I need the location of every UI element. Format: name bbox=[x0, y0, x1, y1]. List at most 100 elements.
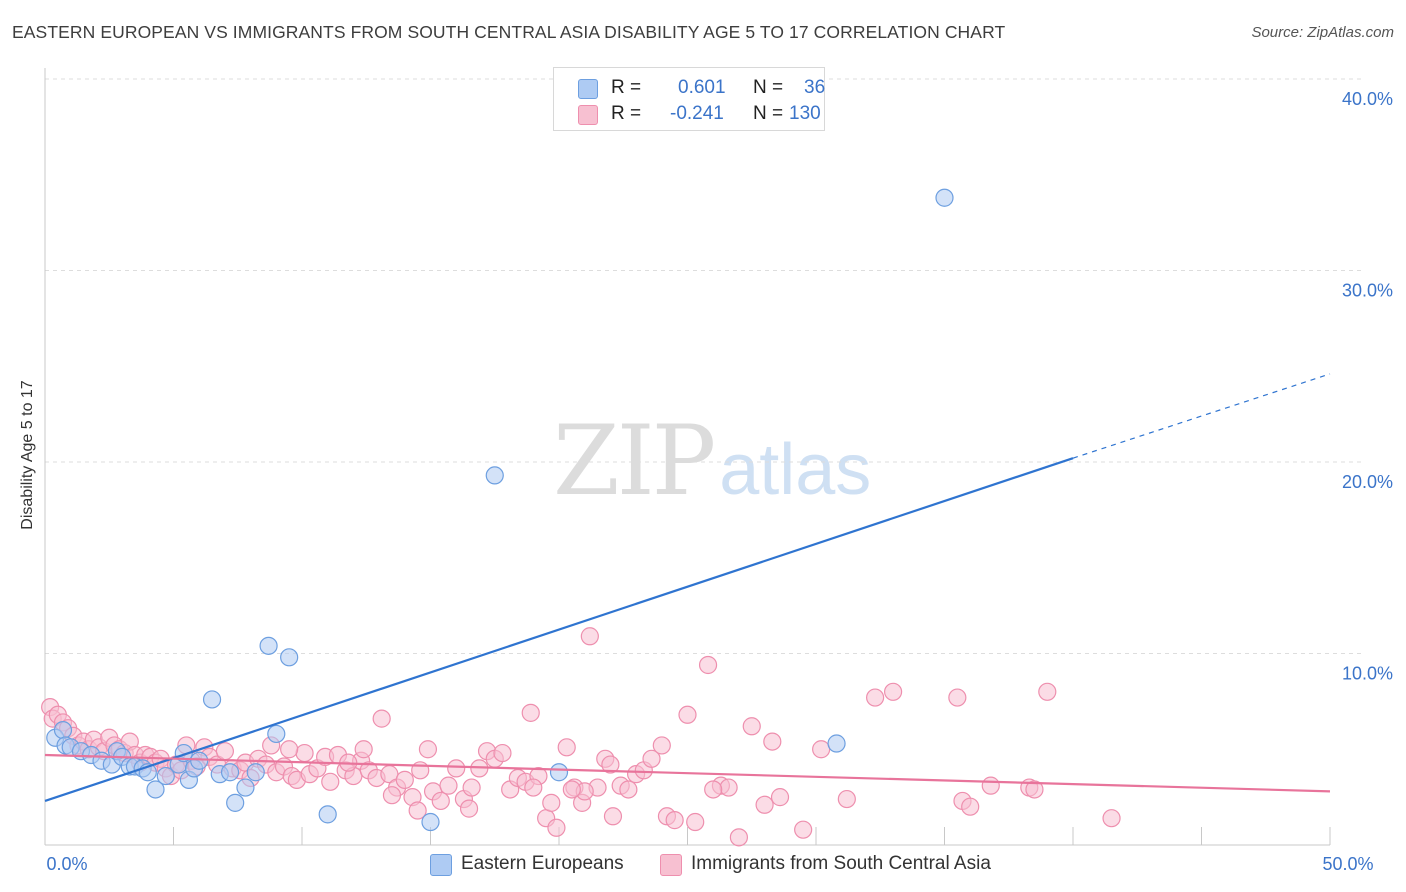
point-south-central-asia bbox=[812, 740, 831, 759]
point-south-central-asia bbox=[418, 740, 438, 759]
point-eastern-european bbox=[827, 734, 846, 753]
legend-r-value: 0.601 bbox=[678, 77, 726, 98]
point-eastern-european bbox=[280, 648, 299, 667]
point-south-central-asia bbox=[580, 627, 599, 646]
point-south-central-asia bbox=[1038, 682, 1057, 701]
point-eastern-european bbox=[174, 743, 193, 763]
point-south-central-asia bbox=[665, 811, 684, 830]
legend-n-value: 130 bbox=[789, 103, 821, 124]
blue-points bbox=[46, 188, 954, 832]
trend-lines bbox=[44, 373, 1331, 802]
point-south-central-asia bbox=[521, 703, 540, 722]
y-tick-label: 30.0% bbox=[1342, 281, 1393, 301]
legend-r-label: R = bbox=[611, 103, 642, 124]
point-south-central-asia bbox=[837, 789, 856, 809]
correlation-legend: R = 0.601 N = 36 R = -0.241 N = 130 bbox=[553, 67, 825, 131]
point-eastern-european bbox=[549, 763, 569, 782]
point-south-central-asia bbox=[981, 776, 1000, 795]
point-south-central-asia bbox=[770, 788, 790, 807]
chart-title: EASTERN EUROPEAN VS IMMIGRANTS FROM SOUT… bbox=[12, 22, 1006, 42]
point-eastern-european bbox=[421, 812, 440, 832]
y-tick-label: 20.0% bbox=[1342, 472, 1393, 492]
axes bbox=[44, 68, 1331, 846]
bottom-legend-label: Eastern Europeans bbox=[461, 853, 624, 874]
point-south-central-asia bbox=[698, 655, 718, 675]
legend-r-label: R = bbox=[611, 77, 642, 98]
point-south-central-asia bbox=[755, 795, 774, 814]
point-south-central-asia bbox=[280, 740, 299, 759]
point-south-central-asia bbox=[742, 717, 761, 736]
x-tick-label: 50.0% bbox=[1322, 854, 1373, 874]
point-south-central-asia bbox=[547, 818, 566, 837]
point-south-central-asia bbox=[295, 743, 314, 763]
x-tick-label: 0.0% bbox=[46, 854, 87, 874]
point-south-central-asia bbox=[382, 786, 402, 805]
point-south-central-asia bbox=[794, 820, 813, 839]
source-label: Source: ZipAtlas.com bbox=[1251, 24, 1394, 41]
point-south-central-asia bbox=[524, 778, 543, 797]
point-south-central-asia bbox=[431, 791, 450, 811]
point-south-central-asia bbox=[562, 780, 581, 799]
legend-row-blue: R = 0.601 N = 36 bbox=[578, 77, 825, 101]
y-tick-label: 10.0% bbox=[1342, 664, 1393, 684]
legend-r-value: -0.241 bbox=[670, 103, 724, 124]
trend-line-eastern-europeans bbox=[44, 457, 1074, 802]
point-south-central-asia bbox=[542, 793, 561, 812]
point-south-central-asia bbox=[603, 807, 623, 826]
legend-row-pink: R = -0.241 N = 130 bbox=[578, 103, 821, 127]
point-south-central-asia bbox=[493, 743, 512, 763]
point-south-central-asia bbox=[459, 799, 479, 818]
trend-line-south-central-asia bbox=[44, 753, 1331, 793]
point-south-central-asia bbox=[719, 778, 738, 797]
point-south-central-asia bbox=[642, 749, 661, 768]
tick-labels: 10.0% 20.0% 30.0% 40.0% 0.0% 50.0% bbox=[46, 89, 1393, 874]
point-south-central-asia bbox=[372, 709, 391, 728]
legend-swatch-pink bbox=[578, 105, 598, 125]
grid-lines bbox=[45, 78, 1365, 654]
point-south-central-asia bbox=[1025, 780, 1044, 799]
point-south-central-asia bbox=[883, 682, 903, 701]
point-eastern-european bbox=[226, 793, 245, 812]
legend-n-value: 36 bbox=[804, 77, 826, 98]
pink-points bbox=[41, 627, 1121, 847]
point-south-central-asia bbox=[557, 738, 576, 757]
point-eastern-european bbox=[318, 805, 337, 824]
bottom-legend-swatch-pink bbox=[660, 854, 682, 876]
point-south-central-asia bbox=[601, 755, 620, 774]
point-south-central-asia bbox=[321, 772, 340, 791]
point-eastern-european bbox=[146, 780, 165, 799]
point-south-central-asia bbox=[961, 797, 980, 816]
point-eastern-european bbox=[259, 636, 278, 655]
bottom-legend-label: Immigrants from South Central Asia bbox=[691, 853, 991, 874]
point-eastern-european bbox=[53, 720, 73, 740]
point-south-central-asia bbox=[408, 801, 427, 820]
point-eastern-european bbox=[485, 466, 504, 485]
point-eastern-european bbox=[267, 724, 286, 744]
point-south-central-asia bbox=[652, 736, 671, 755]
point-south-central-asia bbox=[1102, 809, 1121, 828]
trend-line-eastern-europeans-extension bbox=[1072, 373, 1331, 459]
point-eastern-european bbox=[935, 188, 954, 207]
point-south-central-asia bbox=[704, 780, 723, 799]
point-south-central-asia bbox=[866, 688, 885, 707]
point-south-central-asia bbox=[447, 759, 466, 778]
point-eastern-european bbox=[220, 763, 240, 782]
point-south-central-asia bbox=[354, 740, 373, 759]
legend-n-label: N = bbox=[753, 103, 784, 124]
point-south-central-asia bbox=[678, 705, 697, 724]
y-tick-label: 40.0% bbox=[1342, 89, 1393, 109]
point-south-central-asia bbox=[686, 812, 705, 832]
legend-n-label: N = bbox=[753, 77, 784, 98]
point-south-central-asia bbox=[729, 828, 749, 847]
point-eastern-european bbox=[236, 778, 255, 797]
point-eastern-european bbox=[156, 766, 175, 786]
point-south-central-asia bbox=[763, 732, 782, 751]
point-south-central-asia bbox=[619, 780, 638, 799]
point-south-central-asia bbox=[215, 742, 234, 761]
legend-swatch-blue bbox=[578, 79, 598, 99]
bottom-legend-swatch-blue bbox=[430, 854, 452, 876]
point-south-central-asia bbox=[395, 770, 414, 789]
point-south-central-asia bbox=[948, 688, 967, 707]
point-eastern-european bbox=[202, 690, 222, 709]
